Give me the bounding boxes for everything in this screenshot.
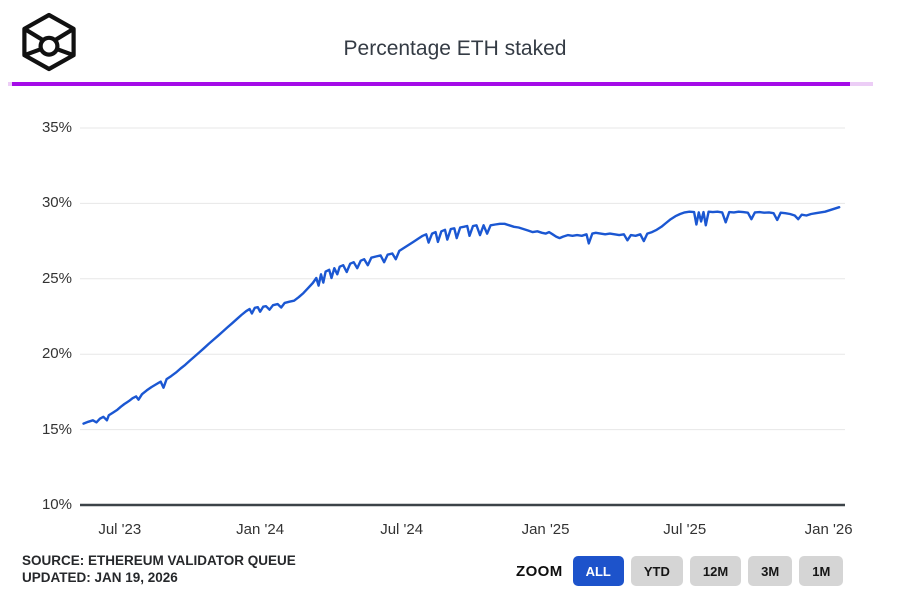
y-axis-label: 10% — [41, 496, 72, 513]
loading-bar-fill — [12, 82, 850, 86]
zoom-label: ZOOM — [516, 562, 563, 580]
y-axis-label: 15% — [41, 420, 72, 438]
page-title: Percentage ETH staked — [343, 37, 567, 60]
zoom-controls: ZOOM ALL YTD 12M 3M 1M — [516, 556, 850, 586]
y-axis-label: 20% — [41, 345, 72, 363]
updated-line: UPDATED: JAN 19, 2026 — [22, 570, 178, 585]
x-axis-label: Jul '23 — [98, 521, 142, 538]
x-axis-label: Jul '24 — [380, 521, 424, 538]
source-line: SOURCE: ETHEREUM VALIDATOR QUEUE — [22, 553, 296, 568]
x-axis-label: Jan '25 — [521, 521, 570, 538]
x-axis-label: Jan '24 — [236, 521, 285, 538]
source-block: SOURCE: ETHEREUM VALIDATOR QUEUE UPDATED… — [22, 552, 296, 586]
zoom-button-all[interactable]: ALL — [572, 556, 624, 586]
x-axis-label: Jan '26 — [804, 521, 853, 538]
x-axis-label: Jul '25 — [663, 521, 707, 538]
zoom-button-3m[interactable]: 3M — [748, 556, 793, 586]
y-axis-label: 30% — [41, 194, 72, 212]
eth-staked-line — [82, 205, 841, 425]
y-axis-label: 35% — [41, 119, 72, 136]
y-axis-label: 25% — [41, 269, 72, 287]
zoom-button-12m[interactable]: 12M — [689, 556, 742, 586]
zoom-button-ytd[interactable]: YTD — [630, 556, 683, 586]
loading-bar-track — [8, 82, 873, 86]
zoom-button-1m[interactable]: 1M — [799, 556, 844, 586]
cube-logo-icon — [22, 12, 76, 72]
